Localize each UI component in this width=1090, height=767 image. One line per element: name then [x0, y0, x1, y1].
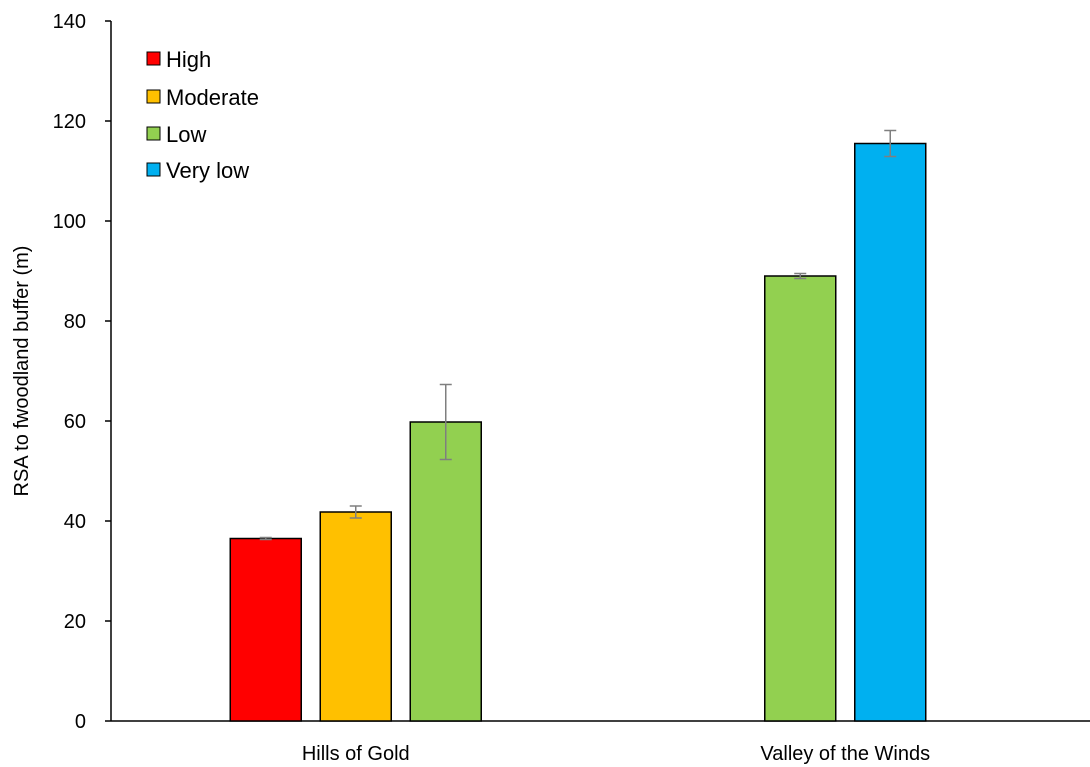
- y-axis-title: RSA to fwoodland buffer (m): [11, 246, 33, 497]
- bar-valley-of-the-winds-low: [764, 275, 837, 722]
- legend-item: Moderate: [146, 85, 259, 110]
- legend-item: Very low: [146, 158, 249, 183]
- y-tick-label: 80: [64, 311, 86, 333]
- y-tick-label: 20: [64, 611, 86, 633]
- legend-label-low: Low: [166, 122, 206, 147]
- legend: High Moderate Low Very low: [146, 47, 259, 183]
- legend-label-high: High: [166, 47, 211, 72]
- y-tick-label: 60: [64, 411, 86, 433]
- y-tick-label: 0: [75, 711, 86, 733]
- legend-swatch-high: [146, 51, 161, 66]
- bar-hills-of-gold-low: [409, 421, 482, 722]
- legend-label-very-low: Very low: [166, 158, 249, 183]
- x-category-label: Valley of the Winds: [760, 743, 930, 765]
- legend-swatch-moderate: [146, 89, 161, 104]
- bar-hills-of-gold-high: [229, 537, 302, 722]
- x-category-label: Hills of Gold: [302, 743, 410, 765]
- legend-swatch-low: [146, 126, 161, 141]
- bar-valley-of-the-winds-very-low: [854, 142, 927, 722]
- plot-area: 0 20 40 60 80 100 120 140 Hills of Gold Valley of…: [53, 11, 1090, 765]
- legend-item: High: [146, 47, 211, 72]
- bar-hills-of-gold-moderate: [319, 511, 392, 722]
- legend-swatch-very-low: [146, 162, 161, 177]
- legend-label-moderate: Moderate: [166, 85, 259, 110]
- legend-item: Low: [146, 122, 206, 147]
- y-tick-label: 40: [64, 511, 86, 533]
- y-tick-label: 120: [53, 111, 86, 133]
- y-tick-label: 140: [53, 11, 86, 33]
- y-tick-label: 100: [53, 211, 86, 233]
